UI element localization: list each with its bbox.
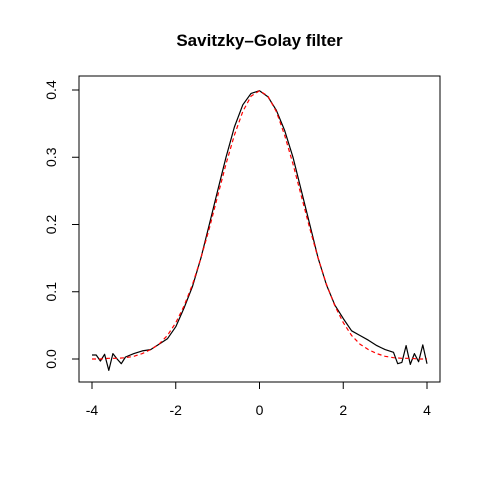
smoothed-series-line xyxy=(92,90,427,360)
series-layer xyxy=(92,90,428,371)
chart-title: Savitzky–Golay filter xyxy=(176,31,343,50)
y-tick-label: 0.3 xyxy=(43,147,59,167)
y-tick-label: 0.0 xyxy=(43,349,59,369)
y-tick-label: 0.2 xyxy=(43,215,59,235)
y-axis: 0.0 0.1 0.2 0.3 0.4 xyxy=(43,80,80,369)
y-tick-label: 0.4 xyxy=(43,80,59,100)
x-axis: -4 -2 0 2 4 xyxy=(86,381,431,418)
x-tick-label: 4 xyxy=(423,402,431,418)
y-tick-label: 0.1 xyxy=(43,282,59,302)
x-tick-label: 0 xyxy=(256,402,264,418)
x-tick-label: -2 xyxy=(170,402,183,418)
x-tick-label: 2 xyxy=(339,402,347,418)
x-tick-label: -4 xyxy=(86,402,99,418)
